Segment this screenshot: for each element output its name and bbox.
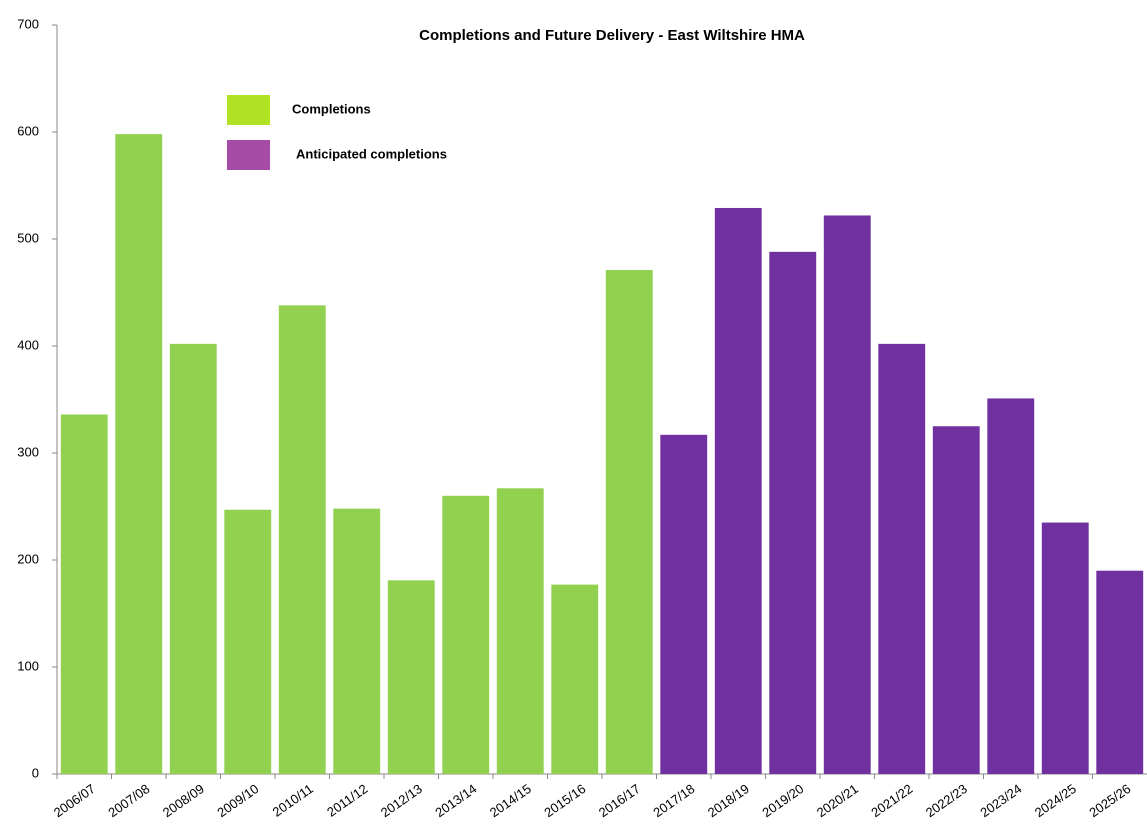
bar (714, 207, 762, 775)
x-tick-label: 2011/12 (324, 781, 370, 820)
x-tick-label: 2020/21 (814, 781, 861, 820)
y-tick-label: 100 (17, 658, 39, 673)
bar (278, 305, 326, 774)
x-tick-label: 2018/19 (705, 781, 752, 820)
y-tick-label: 600 (17, 123, 39, 138)
bar (1096, 570, 1144, 774)
legend-label: Completions (292, 101, 371, 116)
x-tick-label: 2010/11 (270, 781, 316, 820)
chart-title: Completions and Future Delivery - East W… (419, 27, 805, 44)
x-tick-label: 2023/24 (977, 781, 1024, 820)
x-tick-label: 2021/22 (868, 781, 915, 820)
bar (769, 251, 817, 775)
x-tick-label: 2019/20 (759, 781, 806, 820)
x-tick-label: 2016/17 (596, 781, 643, 820)
y-tick-label: 300 (17, 444, 39, 459)
x-tick-label: 2009/10 (214, 781, 261, 820)
bar (496, 488, 544, 774)
bar (333, 508, 381, 774)
bar (551, 584, 599, 774)
x-tick-label: 2015/16 (541, 781, 588, 820)
y-tick-label: 200 (17, 551, 39, 566)
bar (115, 134, 163, 774)
x-tick-label: 2025/26 (1086, 781, 1133, 820)
bar (60, 414, 108, 774)
x-tick-label: 2013/14 (432, 781, 479, 820)
bar (224, 509, 272, 774)
legend-label: Anticipated completions (296, 146, 447, 161)
bar (387, 580, 435, 774)
y-tick-label: 400 (17, 337, 39, 352)
legend-swatch (227, 140, 270, 170)
x-tick-label: 2022/23 (923, 781, 970, 820)
x-tick-label: 2006/07 (51, 781, 98, 820)
bar (1041, 522, 1089, 774)
bar (878, 343, 926, 774)
x-tick-label: 2024/25 (1032, 781, 1079, 820)
x-tick-label: 2008/09 (160, 781, 207, 820)
y-tick-label: 500 (17, 230, 39, 245)
bar (442, 495, 490, 774)
x-tick-label: 2012/13 (378, 781, 425, 820)
y-tick-label: 0 (32, 765, 39, 780)
bar (987, 398, 1035, 774)
bar (823, 215, 871, 774)
bar (605, 270, 653, 774)
bar (169, 343, 217, 774)
legend-swatch (227, 95, 270, 125)
x-tick-label: 2014/15 (487, 781, 534, 820)
y-tick-label: 700 (17, 16, 39, 31)
x-tick-label: 2017/18 (650, 781, 697, 820)
bar (932, 426, 980, 774)
bar (660, 434, 708, 774)
x-tick-label: 2007/08 (105, 781, 152, 820)
